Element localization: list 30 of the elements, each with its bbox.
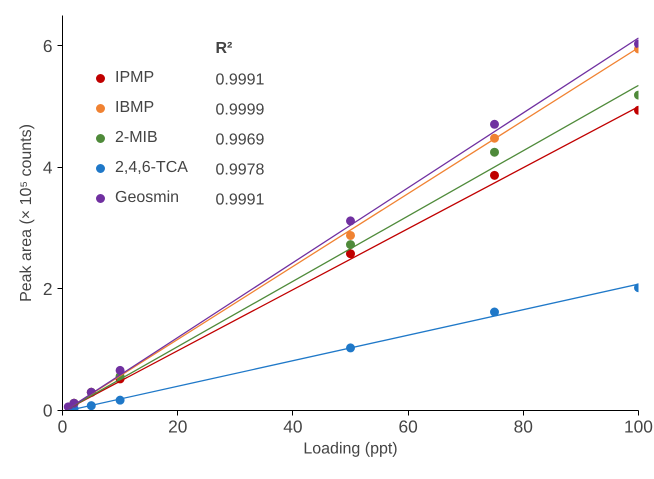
x-tick-label: 60 — [398, 416, 418, 436]
y-tick-label: 6 — [42, 36, 53, 56]
legend-label: 2-MIB — [115, 128, 158, 148]
point — [346, 230, 355, 240]
point — [490, 308, 499, 317]
x-tick-label: 100 — [624, 416, 653, 436]
x-tick-label: 40 — [283, 416, 303, 436]
x-tick-label: 80 — [514, 416, 533, 436]
annotation: 0.9999 — [216, 102, 265, 118]
legend-label: Geosmin — [115, 188, 180, 208]
y-axis-title: Peak area (× 10⁵ counts) — [18, 124, 35, 302]
point — [490, 170, 499, 180]
y-tick-label: 4 — [42, 157, 53, 178]
annotation: 0.9969 — [216, 132, 265, 148]
annotation: 0.9991 — [216, 72, 265, 88]
y-tick-label: 0 — [42, 400, 53, 420]
x-tick-label: 20 — [168, 416, 188, 436]
point — [490, 120, 499, 129]
x-axis-title: Loading (ppt) — [303, 440, 398, 458]
legend-label: IPMP — [115, 68, 154, 88]
point — [346, 249, 355, 258]
annotation: R² — [216, 40, 232, 57]
legend-label: IBMP — [115, 98, 154, 118]
annotation: 0.9978 — [216, 162, 265, 178]
annotation: 0.9991 — [216, 192, 265, 208]
point — [116, 366, 125, 375]
point — [490, 148, 499, 157]
y-tick-label: 2 — [42, 278, 53, 299]
x-tick-label: 0 — [58, 416, 68, 436]
legend-label: 2,4,6-TCA — [115, 158, 188, 178]
